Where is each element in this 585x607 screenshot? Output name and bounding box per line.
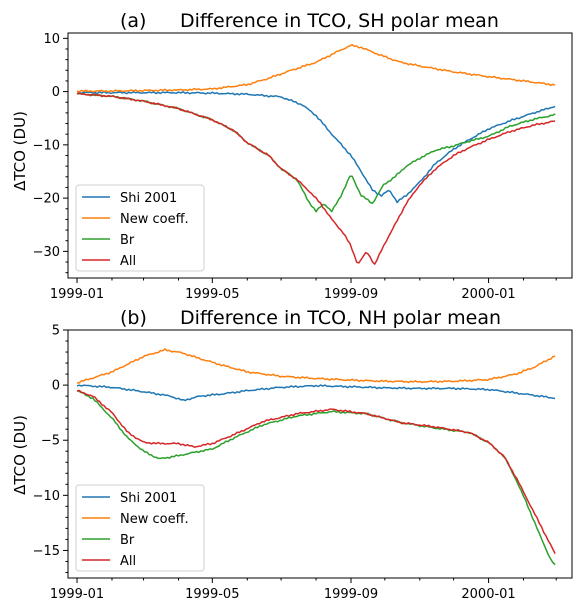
- x-tick-label: 1999-01: [50, 587, 104, 602]
- legend-label: Shi 2001: [120, 191, 177, 206]
- legend-label: Shi 2001: [120, 491, 177, 506]
- x-tick-label: 1999-05: [185, 287, 239, 302]
- y-tick-label: −10: [33, 489, 60, 504]
- legend-label: Br: [120, 233, 135, 248]
- legend-box: [75, 484, 205, 572]
- y-tick-label: 0: [52, 85, 60, 100]
- x-tick-label: 2000-01: [461, 587, 515, 602]
- legend: Shi 2001 New coeff. Br All: [75, 484, 205, 572]
- legend-label: New coeff.: [120, 212, 189, 227]
- y-tick-label: −5: [41, 434, 60, 449]
- panel-a-title: Difference in TCO, SH polar mean: [180, 10, 499, 32]
- x-tick-label: 2000-01: [461, 287, 515, 302]
- x-tick-label: 1999-09: [324, 287, 378, 302]
- y-tick-label: −20: [33, 192, 60, 207]
- series-line-all: [76, 389, 556, 555]
- panel-a-ylabel: ΔTCO (DU): [11, 111, 29, 191]
- panel-b: (b) Difference in TCO, NH polar mean ΔTC…: [11, 307, 573, 602]
- y-tick-label: −30: [33, 245, 60, 260]
- series-line-new-coeff: [76, 348, 556, 384]
- panel-a: (a) Difference in TCO, SH polar mean ΔTC…: [11, 10, 573, 302]
- x-tick-label: 1999-09: [324, 587, 378, 602]
- panel-b-label: (b): [120, 307, 147, 329]
- panel-b-title: Difference in TCO, NH polar mean: [180, 307, 501, 329]
- legend-label: All: [120, 554, 136, 569]
- panel-b-ylabel: ΔTCO (DU): [11, 415, 29, 495]
- x-tick-label: 1999-05: [185, 587, 239, 602]
- plot-frame: [67, 329, 573, 579]
- legend-label: Br: [120, 533, 135, 548]
- series-line-shi-2001: [76, 90, 556, 204]
- legend-box: [75, 184, 205, 272]
- legend-label: All: [120, 254, 136, 269]
- y-tick-label: 5: [52, 324, 60, 339]
- series-line-shi-2001: [76, 384, 556, 402]
- panel-a-label: (a): [120, 10, 146, 32]
- legend-label: New coeff.: [120, 512, 189, 527]
- series-line-new-coeff: [76, 43, 556, 93]
- y-tick-label: 10: [43, 32, 60, 47]
- series-line-all: [76, 92, 556, 265]
- y-tick-label: 0: [52, 379, 60, 394]
- y-tick-label: −15: [33, 544, 60, 559]
- x-tick-label: 1999-01: [50, 287, 104, 302]
- y-tick-label: −10: [33, 138, 60, 153]
- legend: Shi 2001 New coeff. Br All: [75, 184, 205, 272]
